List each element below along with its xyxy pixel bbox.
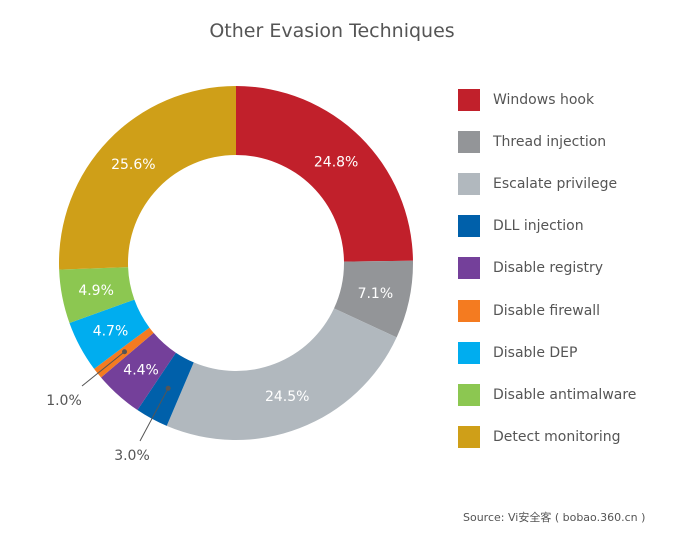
leader-line [81, 351, 125, 387]
data-label: 24.8% [314, 155, 358, 171]
legend-item: Disable DEP [458, 341, 578, 364]
legend-label: Disable registry [493, 260, 604, 277]
data-label: 1.0% [46, 393, 82, 409]
data-label: 24.5% [265, 389, 309, 405]
legend-swatch [458, 131, 480, 154]
legend-label: Disable DEP [493, 344, 578, 361]
slice-windows-hook [236, 86, 413, 262]
legend-item: Detect monitoring [458, 425, 621, 448]
chart-title: Other Evasion Techniques [209, 20, 455, 42]
legend-item: Disable firewall [458, 299, 601, 322]
legend-swatch [458, 89, 480, 111]
legend-item: Disable antimalware [458, 383, 637, 406]
legend-swatch [458, 383, 480, 406]
legend-swatch [458, 215, 480, 238]
legend-label: Disable antimalware [493, 386, 637, 403]
data-label: 3.0% [114, 448, 150, 464]
legend-label: Thread injection [493, 134, 607, 151]
legend-item: Escalate privilege [458, 173, 618, 196]
slice-dll-injection [137, 352, 194, 426]
legend-label: Detect monitoring [493, 428, 621, 445]
legend-item: Thread injection [458, 131, 607, 154]
source-note: Source: Vi安全客 ( bobao.360.cn ) [463, 511, 646, 524]
slice-detect-monitoring [59, 86, 236, 270]
legend-swatch [458, 299, 480, 322]
data-label: 4.7% [93, 323, 129, 339]
slice-thread-injection [334, 260, 413, 338]
legend-label: DLL injection [493, 218, 584, 235]
data-label: 7.1% [358, 286, 394, 302]
slice-disable-antimalware [59, 267, 135, 323]
legend-item: Windows hook [458, 89, 594, 111]
legend-label: Disable firewall [493, 302, 601, 319]
leader-line [139, 388, 169, 442]
slice-escalate-privilege [166, 308, 397, 440]
data-label: 4.9% [78, 283, 114, 299]
leader-dot [122, 349, 128, 355]
slice-disable-registry [101, 332, 176, 411]
legend-item: Disable registry [458, 257, 604, 280]
legend-swatch [458, 173, 480, 196]
data-label: 25.6% [111, 157, 155, 173]
legend-item: DLL injection [458, 215, 584, 238]
legend-label: Escalate privilege [493, 176, 618, 193]
data-label: 4.4% [123, 362, 159, 378]
legend-swatch [458, 425, 480, 448]
leader-dot [165, 385, 171, 391]
legend-label: Windows hook [493, 92, 595, 108]
legend-swatch [458, 257, 480, 280]
legend-swatch [458, 341, 480, 364]
slice-disable-dep [69, 299, 150, 369]
